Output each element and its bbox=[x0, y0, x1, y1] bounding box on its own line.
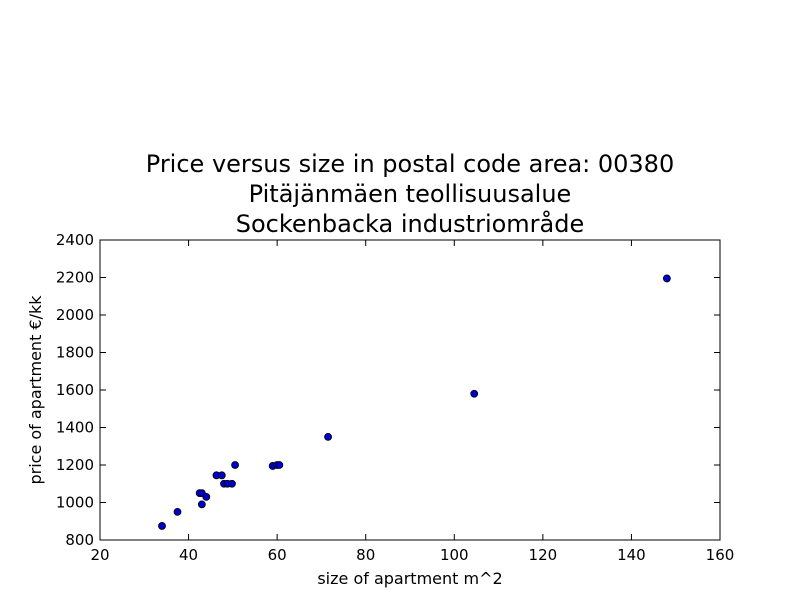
data-point bbox=[173, 507, 182, 516]
x-axis-label: size of apartment m^2 bbox=[317, 569, 502, 588]
x-tick-label: 160 bbox=[706, 546, 735, 564]
chart-title: Price versus size in postal code area: 0… bbox=[146, 150, 674, 238]
x-tick-label: 120 bbox=[529, 546, 558, 564]
y-tick-label: 2200 bbox=[56, 269, 94, 287]
title-line-1: Price versus size in postal code area: 0… bbox=[146, 150, 674, 178]
title-line-3: Sockenbacka industriområde bbox=[236, 209, 585, 238]
data-point bbox=[228, 479, 236, 488]
y-tick-label: 1600 bbox=[56, 381, 94, 399]
data-point bbox=[662, 274, 671, 283]
x-tick-label: 140 bbox=[617, 546, 646, 564]
y-tick-label: 1800 bbox=[56, 344, 94, 362]
plot-area: 20 40 60 80 100 120 140 160 800 1000 1200 1400 1600… bbox=[56, 231, 735, 564]
y-tick-label: 1000 bbox=[56, 494, 94, 512]
data-point bbox=[197, 500, 206, 509]
data-point bbox=[202, 492, 211, 501]
data-point bbox=[217, 471, 226, 480]
y-tick-label: 1400 bbox=[56, 419, 94, 437]
data-point bbox=[470, 389, 479, 398]
x-tick-label: 60 bbox=[268, 546, 287, 564]
data-point bbox=[324, 432, 332, 441]
x-tick-label: 80 bbox=[356, 546, 375, 564]
y-tick-label: 1200 bbox=[56, 456, 94, 474]
x-tick-label: 20 bbox=[90, 546, 109, 564]
data-point bbox=[275, 461, 284, 469]
data-point bbox=[158, 522, 166, 530]
data-point bbox=[231, 461, 239, 469]
y-axis-label: price of apartment €/kk bbox=[26, 295, 45, 485]
y-tick-label: 800 bbox=[65, 531, 94, 549]
y-tick-label: 2000 bbox=[56, 306, 94, 324]
y-tick-label: 2400 bbox=[56, 231, 94, 249]
x-axis-ticks: 20 40 60 80 100 120 140 160 bbox=[90, 240, 734, 564]
data-points bbox=[158, 274, 671, 530]
x-tick-label: 40 bbox=[179, 546, 198, 564]
title-line-2: Pitäjänmäen teollisuusalue bbox=[249, 180, 572, 208]
x-tick-label: 100 bbox=[440, 546, 469, 564]
y-axis-ticks: 800 1000 1200 1400 1600 1800 2000 2200 2400 bbox=[56, 231, 720, 549]
